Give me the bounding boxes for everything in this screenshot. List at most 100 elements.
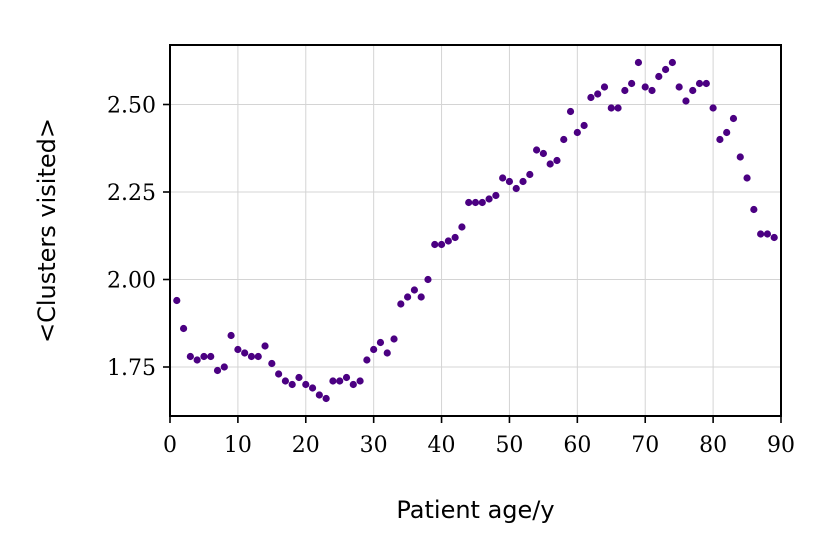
data-point [424,275,432,284]
data-point [451,233,459,242]
x-tick-label: 30 [360,433,388,458]
data-point [295,373,303,382]
x-axis-label: Patient age/y [396,496,554,524]
data-point [431,240,439,249]
data-point [336,377,344,385]
data-point [220,363,228,371]
x-tick-label: 10 [224,433,252,458]
data-point [485,195,493,203]
data-point [288,380,296,389]
data-point [465,198,473,207]
data-point [227,331,235,340]
data-point [492,191,500,200]
data-point [179,324,188,333]
data-point [621,86,629,95]
data-point [600,83,609,91]
data-point [315,391,323,399]
data-point [566,107,575,116]
data-point [383,349,391,357]
data-point [302,380,310,389]
data-point [519,177,527,186]
data-point [614,104,622,112]
data-point [458,223,466,231]
data-point [234,345,242,354]
data-point [478,198,486,207]
x-tick-label: 40 [428,433,456,458]
data-point [729,114,738,123]
x-tick-label: 80 [699,433,727,458]
data-point [587,93,595,102]
data-point [241,349,249,357]
y-tick-label: 2.00 [107,269,156,294]
data-points [173,58,778,403]
y-axis-label: <Clusters visited> [33,118,61,343]
data-point [750,205,758,214]
data-point [723,128,731,137]
x-tick-label: 70 [631,433,659,458]
data-point [376,338,385,347]
data-point [580,121,588,130]
data-point [757,230,765,238]
data-point [308,384,317,392]
data-point [709,104,717,112]
axis-ticks: 0 10 20 30 40 50 60 70 80 90 1.75 2.00 2.25 2.50 [107,94,795,459]
data-point [546,160,554,168]
data-point [539,149,547,158]
data-point [736,153,744,161]
data-point [526,170,534,179]
data-point [173,296,181,305]
data-point [390,335,398,343]
data-point [193,356,201,364]
data-point [763,230,772,238]
data-point [668,58,676,67]
x-tick-label: 20 [292,433,320,458]
data-point [716,135,724,144]
data-point [397,300,405,308]
x-tick-label: 60 [563,433,591,458]
data-point [349,380,357,389]
data-point [682,97,690,105]
data-point [254,352,262,361]
data-point [505,177,514,186]
data-point [743,174,751,182]
data-point [200,352,208,361]
data-point [281,377,290,385]
data-point [275,370,283,378]
data-point [499,174,507,182]
data-point [268,359,276,368]
data-point [471,198,480,207]
y-tick-label: 1.75 [107,356,156,381]
data-point [207,352,215,361]
data-point [370,345,378,354]
data-point [247,352,256,361]
data-point [770,233,778,242]
data-point [533,146,541,154]
data-point [689,86,697,95]
data-point [410,286,418,294]
data-point [628,79,636,88]
data-point [634,58,643,67]
data-point [655,72,663,81]
data-point [437,240,446,249]
data-point [594,90,602,98]
data-point [573,128,581,137]
data-point [363,356,371,364]
data-point [261,342,269,350]
y-tick-label: 2.25 [107,181,156,206]
data-point [661,65,670,74]
data-point [356,377,364,385]
data-point [648,86,656,95]
data-point [702,79,710,88]
x-tick-label: 0 [163,433,177,458]
x-tick-label: 90 [767,433,795,458]
data-point [641,83,649,91]
data-point [404,293,412,301]
data-point [560,135,568,144]
data-point [342,373,351,382]
data-point [512,184,520,193]
data-point [417,293,425,301]
data-point [607,104,615,112]
data-point [186,352,194,361]
data-point [695,79,704,88]
